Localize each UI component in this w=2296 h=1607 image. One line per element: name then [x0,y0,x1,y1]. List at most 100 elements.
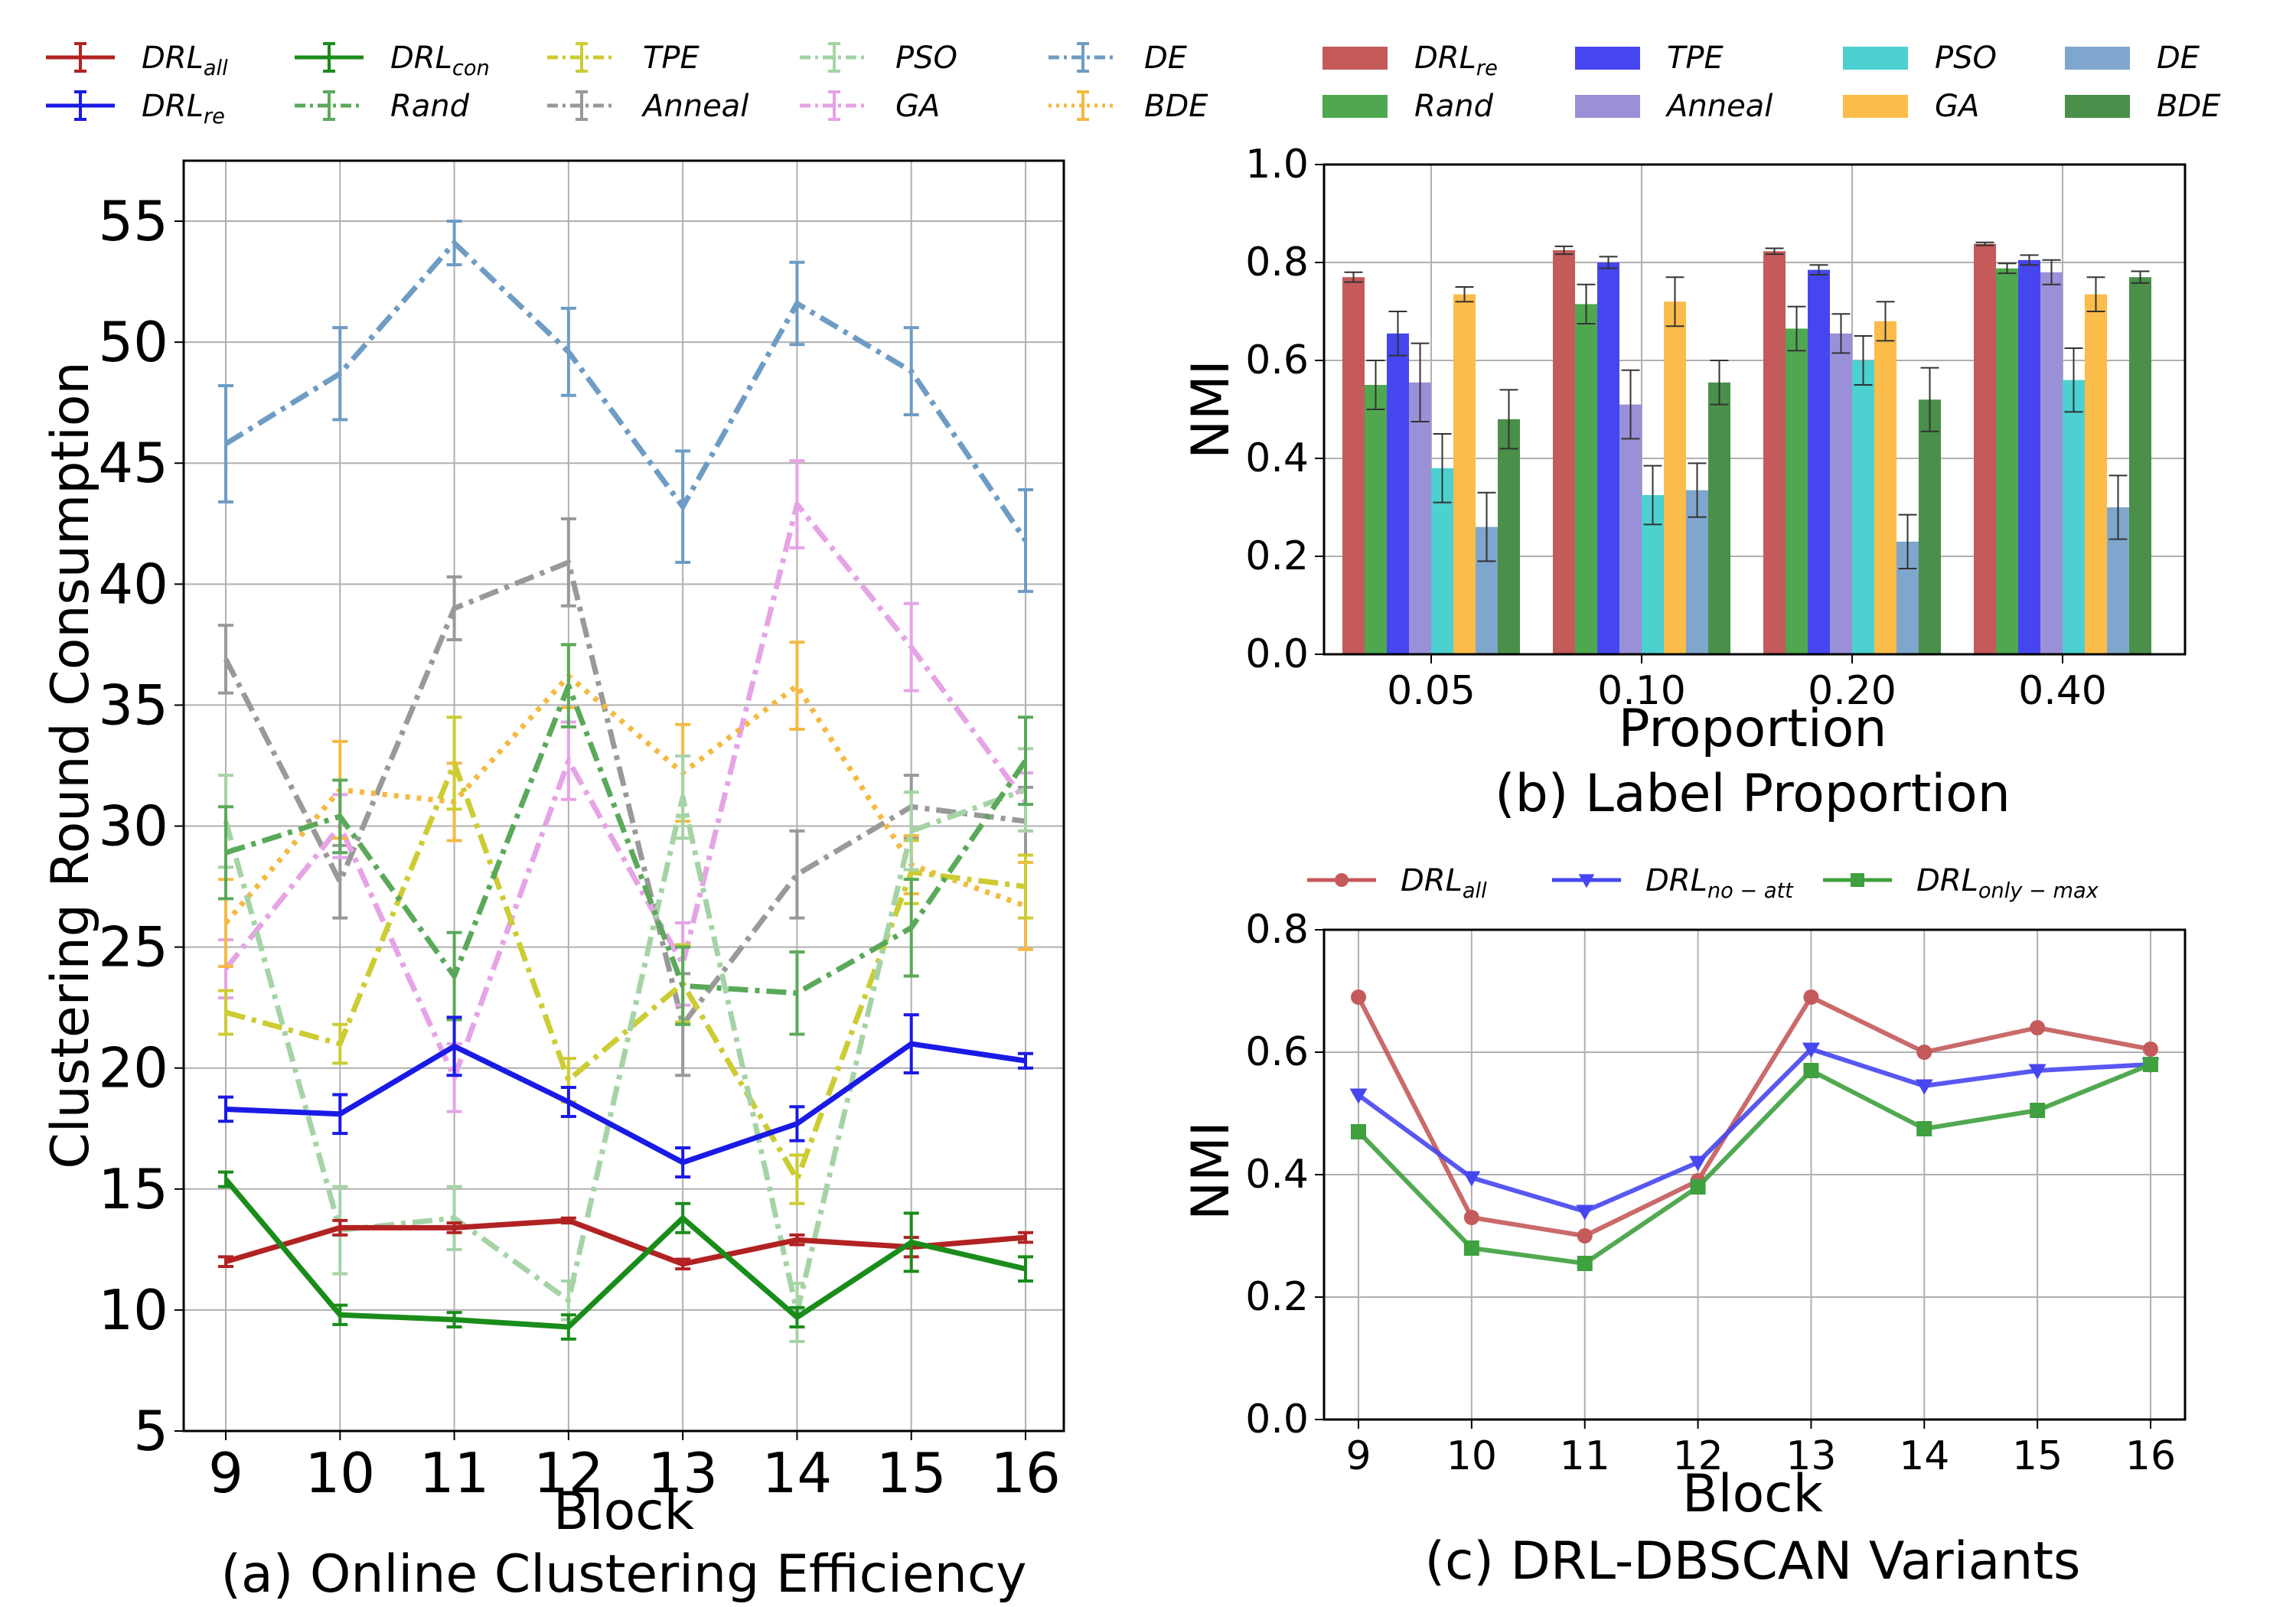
panel-c-point [1803,1063,1819,1078]
panel-b-bar [1996,268,2018,654]
panel-c-legend-marker [1851,873,1864,887]
panel-c-legend-entry: DRLno − att [1552,863,1794,903]
panel-c-xtick-label: 12 [1672,1433,1723,1479]
legend-b-label: BDE [2157,89,2221,124]
panel-a-ytick-label: 55 [98,189,168,253]
panel-b-bar [1342,277,1365,654]
legend-b-label: DE [2157,41,2200,76]
panel-b-bar [1409,382,1431,654]
panel-c-xtick-label: 10 [1446,1433,1497,1479]
legend-a-label: Rand [390,89,470,124]
panel-b-caption: (b) Label Proportion [1495,764,2011,824]
panel-a-line-drl-re [225,1041,1026,1165]
legend-b-label: GA [1935,89,1979,124]
panel-b-bar [1974,243,1996,654]
legend-a-entry: GA [800,89,940,124]
panel-c-legend-entry: DRLall [1307,863,1487,903]
legend-a-label: DRLre [142,89,225,129]
panel-c-point [1463,1210,1479,1225]
panel-c-point [1576,1204,1594,1221]
panel-b-ytick-label: 0.6 [1245,337,1309,383]
panel-a-series-rand [218,643,1033,1036]
legend-b-entry: Rand [1322,89,1494,124]
panel-b-bar [2040,272,2063,654]
legend-b-entry: GA [1843,89,1979,124]
panel-b-bar [1830,333,1852,654]
panel-a-ytick-label: 35 [98,673,168,737]
panel-a-xtick-label: 11 [419,1441,490,1505]
panel-a-caption: (a) Online Clustering Efficiency [221,1544,1027,1605]
panel-c-point [1351,989,1366,1005]
panel-a-line-de [224,240,1028,543]
legend-b-swatch [1843,95,1908,118]
panel-b-bar [1365,385,1387,654]
panel-c-series-drl-all [1351,989,2158,1244]
panel-c-point [1463,1171,1481,1187]
panel-b-series-tpe [1387,254,2040,654]
panel-a-series-drl-con [218,1170,1033,1341]
legend-a-label: GA [895,89,940,124]
panel-a-xlabel: Block [553,1482,695,1542]
legend-a-label: Anneal [641,89,748,124]
panel-b-bar [1498,419,1520,654]
panel-b-bar [2129,277,2151,654]
panel-b-series-de [1476,462,2129,654]
panel-b-bar [1763,251,1786,654]
panel-b-series-anneal [1409,259,2063,654]
legend-a-label: BDE [1144,89,1208,124]
panel-b-bar [1619,404,1642,654]
panel-a-xtick-label: 14 [762,1441,833,1505]
legend-a-label: DE [1144,41,1188,76]
panel-c-legend-marker [1578,874,1595,888]
panel-b-bar [1708,382,1730,654]
panel-b-bar [1597,262,1619,654]
legend-a-label: TPE [643,41,700,76]
legend-b-label: PSO [1935,41,1997,76]
panel-b-series-pso [1431,335,2085,654]
panel-b-ytick-label: 1.0 [1245,142,1309,187]
panel-b-frame [1322,163,2187,656]
legend-b-entry: DRLre [1322,41,1498,80]
panel-a-ytick-label: 30 [98,794,168,859]
panel-a-ytick-label: 45 [98,431,168,495]
panel-a-line-drl-con [223,1177,1026,1330]
panel-a-xtick-label: 10 [305,1441,375,1505]
panel-b-series-rand [1365,262,2018,654]
panel-b-ylabel: NMI [1181,360,1241,459]
panel-c-xtick-label: 11 [1560,1433,1610,1479]
panel-b-bar [1852,360,1874,654]
panel-b-bar [1553,250,1575,654]
panel-a-line-anneal [223,559,1026,1028]
panel-b-bar [1874,321,1896,654]
legend-b-swatch [1322,47,1388,70]
panel-c-point [1690,1179,1706,1195]
panel-b-xtick-label: 0.20 [1808,668,1896,714]
legend-a-entry: PSO [800,41,957,76]
legend-a-entry: BDE [1049,89,1208,124]
panel-c-legend-label: DRLall [1401,863,1487,903]
panel-c-line [1356,995,2151,1238]
panel-b-xtick-label: 0.10 [1597,668,1686,714]
panel-c-xtick-label: 9 [1345,1433,1371,1479]
panel-c-ylabel: NMI [1181,1121,1241,1221]
legend-a-entry: DRLcon [295,41,490,80]
panel-c-point [2030,1020,2046,1035]
legend-a-entry: DE [1049,41,1188,76]
panel-c-ytick-label: 0.2 [1245,1274,1309,1320]
panel-c-ytick-label: 0.4 [1245,1152,1309,1198]
legend-b-entry: DE [2065,41,2200,76]
panel-a-line-chart: 5 10 15 20 25 30 35 40 45 50 55 9 10 11 12 13 14 15 16 [98,159,1065,1505]
panel-c-legend-entry: DRLonly − max [1823,863,2099,903]
legend-a-label: PSO [895,41,957,76]
panel-a-series-drl-all [218,1216,1033,1271]
panel-a-ytick-label: 20 [98,1036,168,1100]
legend-b-entry: BDE [2065,89,2221,124]
panel-b-ytick-label: 0.8 [1245,240,1309,285]
legend-b-label: Rand [1414,89,1494,124]
panel-b-bar [2063,380,2085,654]
panel-b-bar [2085,294,2107,654]
panel-a-ytick-label: 5 [133,1399,168,1463]
legend-b-swatch [1575,95,1640,118]
panel-c-line-chart: DRLall DRLno − att DRLonly − max 0.0 0.2 0.4 0… [1245,863,2187,1479]
panel-c-xtick-label: 15 [2012,1433,2063,1479]
